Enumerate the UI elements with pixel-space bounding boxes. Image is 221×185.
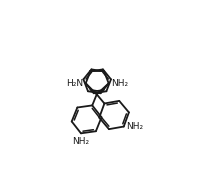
- Text: NH₂: NH₂: [72, 137, 90, 146]
- Text: NH₂: NH₂: [126, 122, 143, 131]
- Text: H₂N: H₂N: [66, 79, 84, 88]
- Text: NH₂: NH₂: [111, 79, 128, 88]
